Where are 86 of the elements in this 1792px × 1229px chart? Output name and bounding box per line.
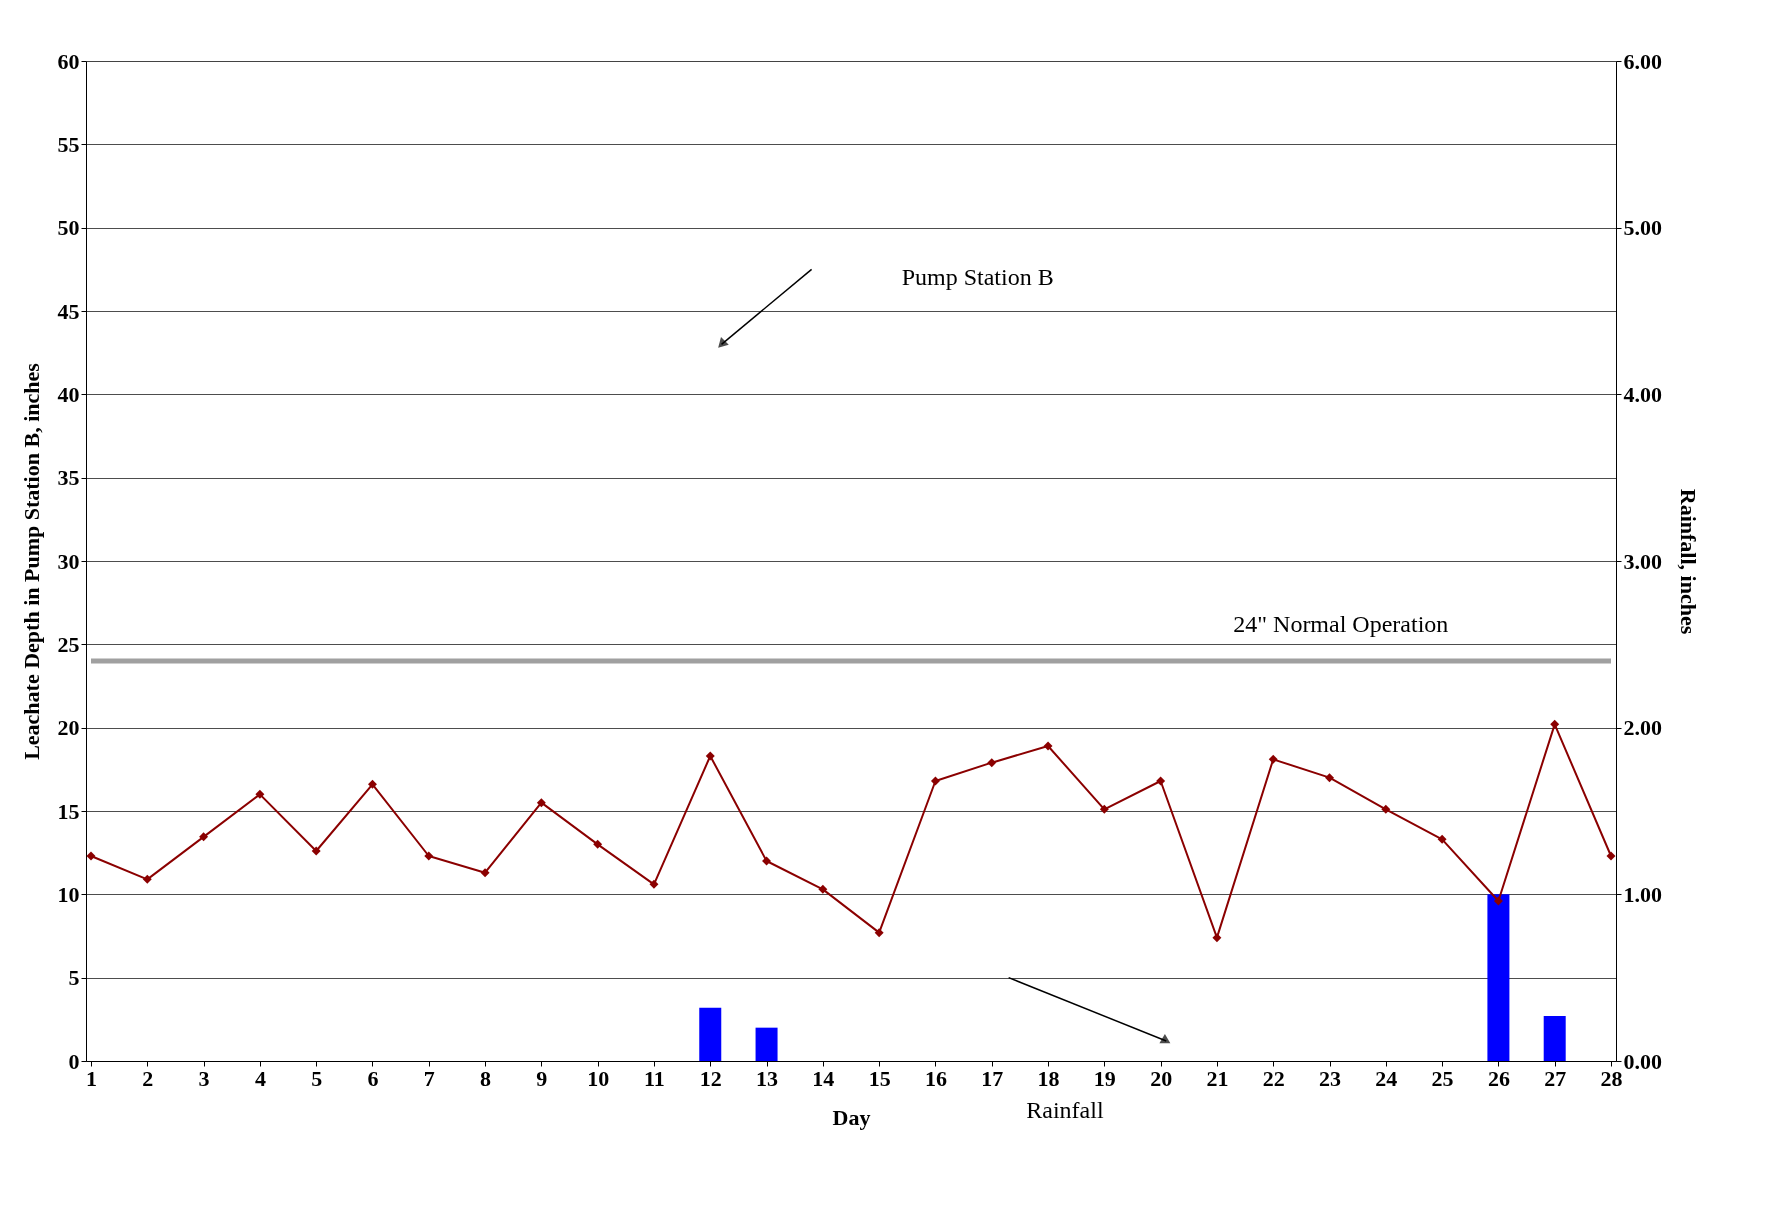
point [368, 779, 377, 789]
point [1156, 776, 1166, 786]
point [1550, 719, 1560, 729]
x-tick-label: 10 [587, 1065, 610, 1091]
x-tick-label: 26 [1487, 1065, 1510, 1091]
x-tick-label: 24 [1375, 1065, 1398, 1091]
y2-tick-label: 3.00 [1623, 548, 1662, 574]
point [199, 832, 209, 842]
point [480, 868, 490, 878]
point [593, 839, 603, 849]
y-axis-title: Leachate Depth in Pump Station B, inches [18, 362, 44, 760]
ref-line-label: 24" Normal Operation [1233, 611, 1449, 637]
point [762, 856, 772, 866]
y-tick-label: 5 [68, 965, 80, 991]
point [1212, 933, 1222, 943]
y-tick-label: 60 [57, 48, 80, 74]
y2-tick-label: 4.00 [1623, 381, 1662, 407]
y2-axis-title: Rainfall, inches [1676, 488, 1701, 635]
y-tick-label: 55 [57, 131, 80, 157]
x-tick-label: 4 [254, 1065, 266, 1091]
x-tick-label: 13 [756, 1065, 779, 1091]
point [1493, 896, 1503, 906]
x-tick-label: 12 [699, 1065, 722, 1091]
x-tick-label: 23 [1319, 1065, 1342, 1091]
x-tick-label: 21 [1206, 1065, 1229, 1091]
point [1325, 773, 1334, 783]
bar [699, 1007, 722, 1061]
bar [755, 1027, 778, 1061]
x-tick-label: 19 [1093, 1065, 1116, 1091]
point [1381, 804, 1391, 814]
x-tick-label: 11 [644, 1065, 665, 1091]
y-tick-label: 35 [57, 465, 80, 491]
x-tick-label: 20 [1150, 1065, 1173, 1091]
y-tick-label: 0 [68, 1048, 80, 1074]
point [987, 758, 997, 768]
point [818, 884, 828, 894]
point [311, 846, 321, 856]
annotation: Pump Station B [901, 263, 1054, 290]
x-tick-label: 2 [142, 1065, 154, 1091]
x-tick-label: 17 [981, 1065, 1004, 1091]
x-tick-label: 28 [1600, 1065, 1623, 1091]
x-tick-label: 14 [812, 1065, 835, 1091]
x-tick-label: 3 [198, 1065, 210, 1091]
x-tick-label: 25 [1431, 1065, 1454, 1091]
x-tick-label: 8 [480, 1065, 492, 1091]
x-tick-label: 15 [868, 1065, 891, 1091]
point [424, 851, 434, 861]
y2-tick-label: 2.00 [1623, 715, 1662, 741]
point [1606, 851, 1616, 861]
point [930, 776, 940, 786]
bar [1543, 1016, 1566, 1061]
y-tick-label: 30 [57, 548, 80, 574]
point [874, 928, 884, 938]
point [142, 874, 152, 884]
point [1099, 804, 1109, 814]
point [705, 751, 715, 761]
y2-tick-label: 5.00 [1623, 215, 1662, 241]
point [86, 851, 96, 861]
y-tick-label: 40 [57, 381, 80, 407]
x-tick-label: 9 [536, 1065, 548, 1091]
point [1437, 834, 1447, 844]
y2-tick-label: 1.00 [1623, 881, 1662, 907]
point [1268, 754, 1278, 764]
y-tick-label: 45 [57, 298, 80, 324]
x-tick-label: 18 [1037, 1065, 1060, 1091]
x-tick-label: 1 [86, 1065, 97, 1091]
x-tick-label: 5 [311, 1065, 323, 1091]
x-tick-label: 6 [367, 1065, 379, 1091]
point [1043, 741, 1053, 751]
x-tick-label: 16 [924, 1065, 947, 1091]
y-tick-label: 20 [57, 715, 80, 741]
x-axis-title: Day [832, 1104, 871, 1130]
y-tick-label: 15 [57, 798, 80, 824]
point [536, 798, 546, 808]
y-tick-label: 25 [57, 631, 80, 657]
y-tick-label: 10 [57, 881, 80, 907]
point [255, 789, 265, 799]
y2-tick-label: 0.00 [1623, 1048, 1662, 1074]
point [649, 879, 659, 889]
y2-tick-label: 6.00 [1623, 48, 1662, 74]
x-tick-label: 27 [1544, 1065, 1567, 1091]
bar [1487, 894, 1510, 1061]
x-tick-label: 7 [423, 1065, 435, 1091]
y-tick-label: 50 [57, 215, 80, 241]
x-tick-label: 22 [1262, 1065, 1285, 1091]
text: Rainfall [1026, 1097, 1104, 1123]
